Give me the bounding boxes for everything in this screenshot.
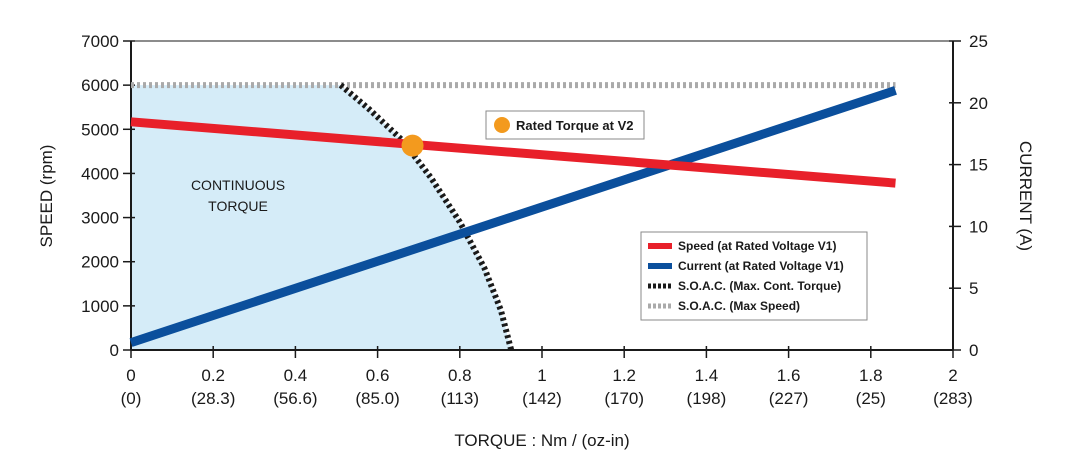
y-tick-label: 1000 (81, 297, 119, 316)
y2-tick-label: 10 (969, 217, 988, 236)
x-tick-label: 1.6 (777, 366, 801, 385)
region-label-line2: TORQUE (208, 198, 268, 214)
marker-layer (401, 134, 424, 157)
region-label-line1: CONTINUOUS (191, 177, 285, 193)
rated-torque-callout-icon (494, 117, 510, 133)
rated-torque-marker (401, 134, 424, 157)
x-tick-sublabel: (28.3) (191, 389, 235, 408)
rated-torque-callout-box (485, 110, 645, 140)
y2-tick-label: 15 (969, 156, 988, 175)
y-tick-label: 4000 (81, 164, 119, 183)
legend-label: S.O.A.C. (Max Speed) (678, 299, 800, 313)
series-line-speed-at-rated-voltage-v1 (130, 117, 896, 188)
legend: Speed (at Rated Voltage V1) Current (at R… (640, 231, 868, 321)
x-tick-sublabel: (0) (121, 389, 142, 408)
series-line-s-o-a-c-max-cont-torque (338, 82, 515, 351)
x-tick-sublabel: (56.6) (273, 389, 317, 408)
y-axis-title: SPEED (rpm) (37, 145, 56, 248)
x-tick-sublabel: (227) (769, 389, 809, 408)
x-tick-label: 0.6 (366, 366, 390, 385)
y-tick-label: 7000 (81, 32, 119, 51)
continuous-torque-region-layer (131, 85, 512, 350)
continuous-torque-area (131, 85, 512, 350)
axes-layer: 0100020003000400050006000700005101520250… (81, 32, 988, 408)
rated-torque-callout-label: Rated Torque at V2 (516, 118, 634, 133)
x-tick-sublabel: (85.0) (355, 389, 399, 408)
x-tick-label: 2 (948, 366, 957, 385)
x-tick-label: 0.2 (201, 366, 225, 385)
x-tick-sublabel: (283) (933, 389, 973, 408)
y2-axis-title: CURRENT (A) (1016, 141, 1035, 251)
x-tick-sublabel: (142) (522, 389, 562, 408)
series-layer (129, 82, 897, 351)
legend-box (640, 231, 868, 321)
series-line-current-at-rated-voltage-v1 (129, 86, 897, 347)
y-tick-label: 0 (110, 341, 119, 360)
y-tick-label: 6000 (81, 76, 119, 95)
rated-torque-callout: Rated Torque at V2 (485, 110, 645, 140)
legend-label: S.O.A.C. (Max. Cont. Torque) (678, 279, 841, 293)
x-tick-label: 0.4 (284, 366, 308, 385)
y-tick-label: 2000 (81, 253, 119, 272)
x-tick-sublabel: (113) (441, 389, 479, 408)
x-tick-label: 1 (537, 366, 546, 385)
x-tick-label: 1.4 (695, 366, 719, 385)
legend-label: Speed (at Rated Voltage V1) (678, 239, 836, 253)
x-tick-sublabel: (198) (687, 389, 727, 408)
y-tick-label: 5000 (81, 120, 119, 139)
x-tick-label: 1.2 (612, 366, 636, 385)
legend-label: Current (at Rated Voltage V1) (678, 259, 844, 273)
y2-tick-label: 5 (969, 279, 978, 298)
y2-tick-label: 25 (969, 32, 988, 51)
x-axis-title: TORQUE : Nm / (oz-in) (454, 431, 629, 450)
x-tick-sublabel: (25) (856, 389, 886, 408)
x-tick-label: 1.8 (859, 366, 883, 385)
x-tick-label: 0 (126, 366, 135, 385)
x-tick-label: 0.8 (448, 366, 472, 385)
y2-tick-label: 0 (969, 341, 978, 360)
y-tick-label: 3000 (81, 209, 119, 228)
y2-tick-label: 20 (969, 94, 988, 113)
x-tick-sublabel: (170) (604, 389, 644, 408)
